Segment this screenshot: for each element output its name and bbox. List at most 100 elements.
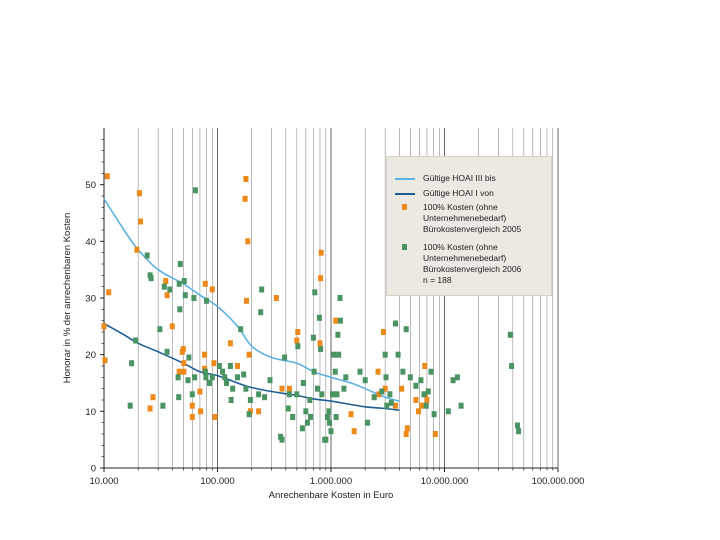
point-2005 xyxy=(404,425,410,432)
point-2006 xyxy=(383,374,389,381)
point-2006 xyxy=(241,371,247,378)
point-2006 xyxy=(304,419,310,426)
legend: Gültige HOAI III bis Gültige HOAI I von … xyxy=(386,156,552,296)
point-2006 xyxy=(318,346,324,352)
y-tick-label: 0 xyxy=(91,464,96,475)
point-2005 xyxy=(202,351,208,358)
point-2006 xyxy=(428,368,434,375)
point-2006 xyxy=(371,394,377,401)
legend-label-2005: 100% Kosten (ohne Unternehmenebedarf) Bü… xyxy=(423,202,522,234)
point-2005 xyxy=(227,340,233,347)
x-axis-label: Anrechenbare Kosten in Euro xyxy=(269,490,394,501)
point-2005 xyxy=(318,249,324,256)
grid xyxy=(103,128,559,468)
point-2006 xyxy=(341,385,347,392)
point-2005 xyxy=(136,190,142,197)
point-2005 xyxy=(202,280,208,287)
point-2006 xyxy=(337,317,343,324)
point-2005 xyxy=(419,402,425,409)
point-2005 xyxy=(416,408,421,415)
point-2006 xyxy=(388,399,394,406)
point-2005 xyxy=(243,176,249,182)
point-2006 xyxy=(279,436,285,443)
point-2006 xyxy=(227,363,233,369)
point-2006 xyxy=(316,314,322,321)
point-2006 xyxy=(189,391,195,398)
point-2006 xyxy=(161,283,167,290)
point-2006 xyxy=(300,380,306,386)
point-2006 xyxy=(209,374,215,381)
hoai1-line xyxy=(103,322,400,411)
point-2005 xyxy=(180,346,186,352)
y-tick-label: 10 xyxy=(85,407,96,418)
x-tick-label: 1.000.000 xyxy=(310,476,352,487)
point-2006 xyxy=(262,394,268,401)
point-2006 xyxy=(421,391,427,398)
point-2005 xyxy=(176,368,182,375)
point-2005 xyxy=(273,295,279,301)
point-2006 xyxy=(337,295,343,301)
point-2006 xyxy=(357,368,363,375)
point-2006 xyxy=(157,326,163,333)
legend-marker-2005-swatch xyxy=(402,204,407,210)
point-2006 xyxy=(144,252,150,259)
point-2006 xyxy=(403,326,409,333)
legend-label-hoai3: Gültige HOAI III bis xyxy=(423,173,496,183)
legend-line-hoai1-swatch xyxy=(395,193,415,195)
point-2006 xyxy=(282,354,288,361)
point-2006 xyxy=(336,351,342,358)
point-2006 xyxy=(182,292,188,299)
point-2006 xyxy=(167,286,173,293)
point-2005 xyxy=(235,363,240,369)
point-2006 xyxy=(330,391,335,398)
point-2005 xyxy=(403,431,409,437)
y-tick-label: 20 xyxy=(85,350,96,361)
point-2006 xyxy=(507,331,513,338)
point-2005 xyxy=(244,297,249,304)
point-2006 xyxy=(334,391,340,398)
point-2006 xyxy=(224,380,229,386)
point-2005 xyxy=(376,391,382,398)
point-2006 xyxy=(133,337,139,344)
point-2006 xyxy=(235,374,240,381)
point-2006 xyxy=(315,385,320,392)
tick-labels: 10.000 100.000 1.000.000 10.000.000 100.000.… xyxy=(85,138,584,487)
point-2005 xyxy=(424,397,430,403)
point-2006 xyxy=(220,368,226,375)
point-2006 xyxy=(509,363,515,369)
point-2006 xyxy=(395,351,401,358)
point-2006 xyxy=(310,334,316,341)
point-2006 xyxy=(312,289,318,296)
point-2005 xyxy=(212,414,218,420)
point-2006 xyxy=(203,374,209,381)
point-2006 xyxy=(413,382,419,389)
point-2005 xyxy=(399,385,405,392)
point-2006 xyxy=(382,351,388,358)
point-2006 xyxy=(181,278,187,284)
point-2006 xyxy=(458,402,464,409)
y-axis-label: Honorar in % der anrechenbaren Kosten xyxy=(62,213,73,384)
y-tick-label: 40 xyxy=(85,237,96,248)
point-2006 xyxy=(216,363,222,369)
legend-label-2006: 100% Kosten (ohne Unternehmenebedarf) Bü… xyxy=(423,242,522,285)
point-2006 xyxy=(450,377,456,384)
point-2005 xyxy=(181,360,187,367)
point-2005 xyxy=(256,408,262,415)
point-2006 xyxy=(326,408,332,415)
point-2006 xyxy=(515,422,520,429)
point-2006 xyxy=(230,385,236,392)
point-2005 xyxy=(209,286,215,293)
point-2006 xyxy=(393,320,398,327)
point-2006 xyxy=(243,385,249,392)
legend-line-hoai3-swatch xyxy=(395,178,415,180)
point-2005 xyxy=(294,337,300,344)
point-2006 xyxy=(335,331,341,338)
point-2006 xyxy=(295,343,301,350)
point-2005 xyxy=(102,357,108,364)
point-2006 xyxy=(228,397,234,403)
point-2005 xyxy=(382,385,388,392)
point-2006 xyxy=(148,275,154,282)
point-2005 xyxy=(279,385,285,392)
point-2005 xyxy=(295,329,301,335)
